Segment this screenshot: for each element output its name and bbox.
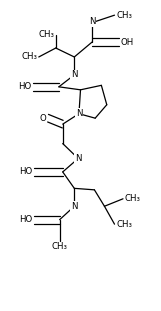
Text: N: N xyxy=(76,109,82,118)
Text: HO: HO xyxy=(19,215,33,224)
Text: HO: HO xyxy=(18,82,31,91)
Text: N: N xyxy=(75,154,81,163)
Text: CH₃: CH₃ xyxy=(38,30,54,39)
Text: CH₃: CH₃ xyxy=(116,11,132,20)
Text: N: N xyxy=(71,70,78,79)
Text: N: N xyxy=(71,202,78,211)
Text: O: O xyxy=(40,114,47,123)
Text: N: N xyxy=(89,17,95,26)
Text: CH₃: CH₃ xyxy=(125,194,141,203)
Text: HO: HO xyxy=(19,167,33,176)
Text: CH₃: CH₃ xyxy=(116,220,132,229)
Text: CH₃: CH₃ xyxy=(52,242,68,251)
Text: CH₃: CH₃ xyxy=(21,53,37,62)
Text: OH: OH xyxy=(121,38,134,47)
